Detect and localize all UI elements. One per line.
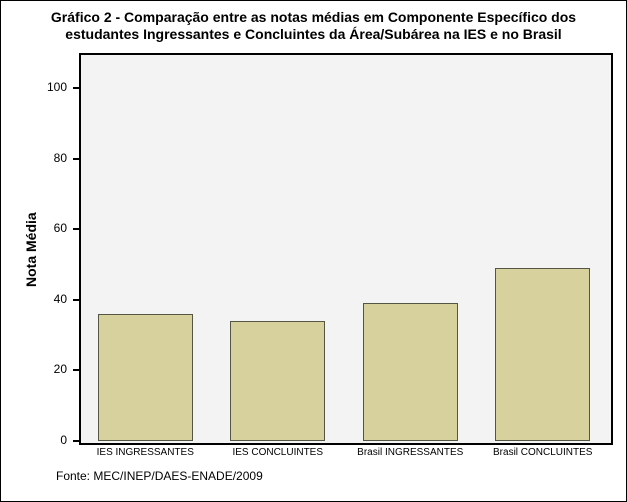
y-tick-mark [73, 228, 79, 230]
bar [495, 268, 590, 441]
source-text: Fonte: MEC/INEP/DAES-ENADE/2009 [56, 469, 263, 483]
bar [230, 321, 325, 441]
bar [363, 303, 458, 441]
y-tick-label: 40 [27, 292, 67, 306]
x-tick-label: IES INGRESSANTES [79, 447, 212, 458]
y-tick-mark [73, 440, 79, 442]
y-tick-mark [73, 87, 79, 89]
chart-container: Gráfico 2 - Comparação entre as notas mé… [0, 0, 627, 502]
bar [98, 314, 193, 441]
y-tick-mark [73, 158, 79, 160]
y-tick-mark [73, 369, 79, 371]
y-tick-label: 0 [27, 433, 67, 447]
y-tick-label: 100 [27, 80, 67, 94]
x-tick-label: IES CONCLUINTES [212, 447, 345, 458]
y-tick-label: 20 [27, 362, 67, 376]
y-tick-mark [73, 299, 79, 301]
y-tick-label: 60 [27, 221, 67, 235]
y-tick-label: 80 [27, 151, 67, 165]
x-tick-label: Brasil CONCLUINTES [477, 447, 610, 458]
chart-title: Gráfico 2 - Comparação entre as notas mé… [1, 9, 626, 43]
x-tick-label: Brasil INGRESSANTES [344, 447, 477, 458]
